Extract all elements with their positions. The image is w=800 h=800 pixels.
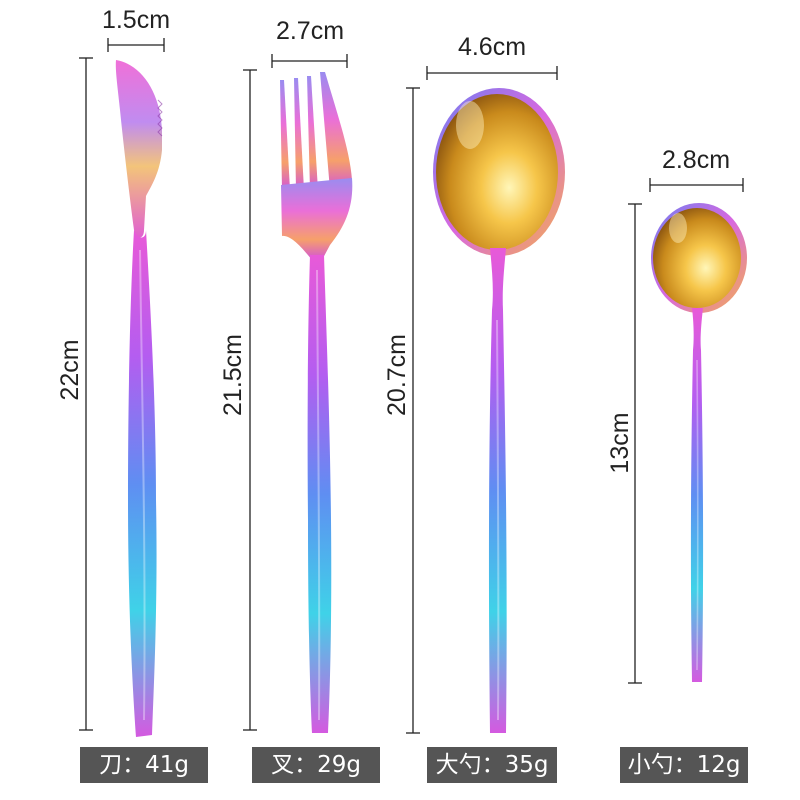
fork-length-label: 21.5cm: [219, 334, 247, 416]
large-spoon-weight-label: 大勺：35g: [427, 747, 557, 783]
small-spoon-icon: [651, 203, 747, 682]
knife-length-label: 22cm: [56, 339, 84, 400]
knife-icon: [115, 60, 163, 737]
fork-weight-label: 叉：29g: [252, 747, 380, 783]
small-spoon-length-label: 13cm: [606, 412, 634, 473]
large-spoon-length-label: 20.7cm: [383, 334, 411, 416]
large-spoon-icon: [433, 88, 565, 733]
fork-width-label: 2.7cm: [276, 17, 344, 45]
small-spoon-weight-label: 小勺：12g: [620, 747, 748, 783]
small-spoon-width-label: 2.8cm: [662, 146, 730, 174]
knife-width-label: 1.5cm: [102, 6, 170, 34]
knife-weight-label: 刀：41g: [80, 747, 208, 783]
dimension-lines: [79, 38, 744, 734]
fork-icon: [280, 72, 353, 733]
large-spoon-width-label: 4.6cm: [458, 33, 526, 61]
